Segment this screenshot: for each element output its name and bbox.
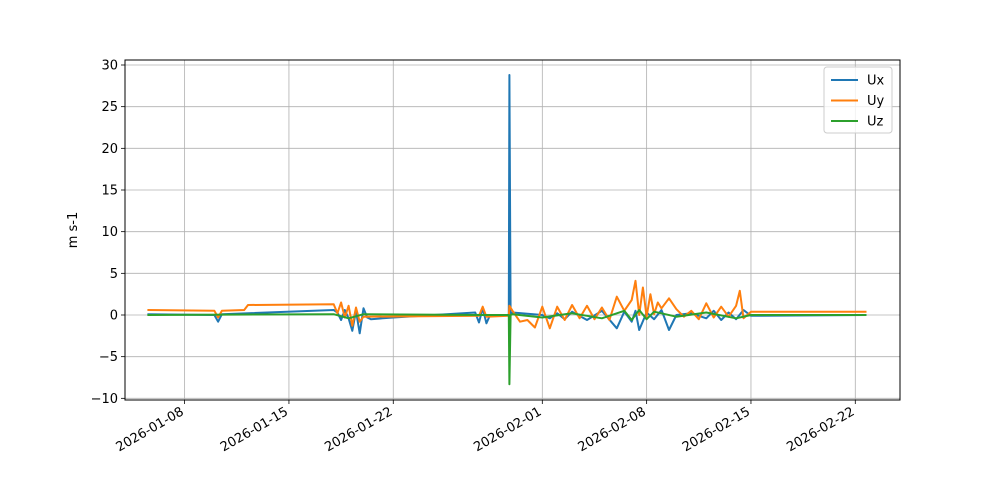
grid: [125, 60, 900, 400]
y-tick-label: 0: [110, 309, 118, 324]
legend-label-uz: Uz: [867, 115, 884, 130]
plot-frame: [124, 59, 901, 401]
y-tick-label: 10: [101, 225, 118, 240]
y-axis-label: m s-1: [66, 212, 81, 249]
legend-label-ux: Ux: [867, 74, 885, 89]
y-tick-label: 30: [101, 59, 118, 74]
legend: Ux Uy Uz: [823, 66, 893, 134]
legend-label-uy: Uy: [867, 94, 885, 109]
y-tick-label: −5: [99, 350, 118, 365]
y-tick-label: 15: [101, 184, 118, 199]
y-tick-label: 25: [101, 100, 118, 115]
y-tick-label: −10: [91, 392, 118, 407]
y-tick-label: 5: [110, 267, 118, 282]
series-lines: [147, 74, 867, 386]
y-tick-label: 20: [101, 142, 118, 157]
series-line-uz: [147, 309, 867, 386]
